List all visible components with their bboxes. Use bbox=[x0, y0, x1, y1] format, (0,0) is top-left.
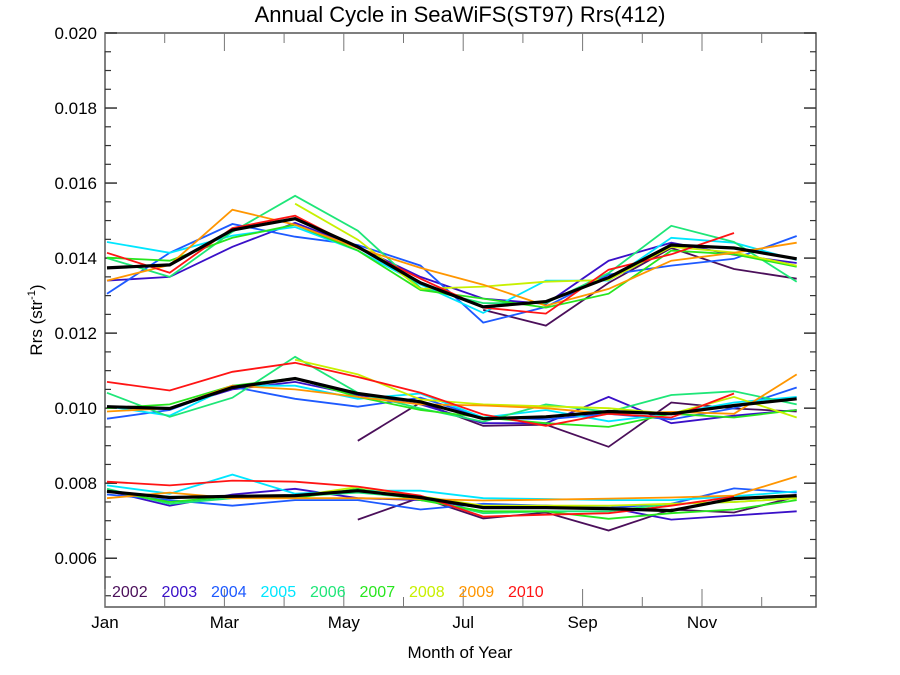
y-tick-label: 0.006 bbox=[54, 549, 97, 568]
series-line-middle-2010 bbox=[106, 361, 735, 427]
y-tick-label: 0.014 bbox=[54, 249, 97, 268]
y-axis-label: Rrs (str-1) bbox=[26, 284, 46, 355]
x-tick-label: Jan bbox=[91, 613, 118, 632]
series-group-upper bbox=[106, 194, 798, 327]
y-axis-label-superscript: -1 bbox=[26, 290, 38, 300]
series-line-lower-2005 bbox=[106, 473, 797, 501]
y-tick-label: 0.008 bbox=[54, 474, 97, 493]
x-tick-label: Sep bbox=[567, 613, 597, 632]
series-line-middle-mean bbox=[106, 376, 797, 421]
y-axis-label-close: ) bbox=[27, 284, 46, 290]
legend-item-2004: 2004 bbox=[211, 584, 247, 601]
plot-frame bbox=[104, 32, 817, 608]
series-layer bbox=[106, 194, 798, 532]
y-axis-label-main: Rrs (str bbox=[27, 300, 46, 356]
x-tick-label: May bbox=[328, 613, 361, 632]
legend-item-2006: 2006 bbox=[310, 584, 346, 601]
series-group-lower bbox=[106, 473, 797, 532]
legend-item-2008: 2008 bbox=[409, 584, 445, 601]
series-line-upper-2002 bbox=[482, 247, 797, 327]
legend: 2002 2003 2004 2005 2006 2007 2008 2009 2010 bbox=[112, 584, 544, 601]
y-tick-label: 0.018 bbox=[54, 99, 97, 118]
series-line-upper-2008 bbox=[294, 202, 797, 290]
legend-item-2002: 2002 bbox=[112, 584, 148, 601]
y-tick-label: 0.010 bbox=[54, 399, 97, 418]
x-tick-label: Jul bbox=[452, 613, 474, 632]
legend-item-2009: 2009 bbox=[459, 584, 495, 601]
x-tick-label: Mar bbox=[210, 613, 240, 632]
series-line-upper-2005 bbox=[106, 226, 797, 314]
axes: 0.006 0.008 0.010 0.012 0.014 0.016 0.018 0.020… bbox=[54, 24, 817, 632]
y-tick-label: 0.020 bbox=[54, 24, 97, 43]
series-line-lower-mean bbox=[106, 489, 797, 513]
x-axis-label: Month of Year bbox=[408, 643, 513, 662]
y-tick-label: 0.016 bbox=[54, 174, 97, 193]
legend-item-2003: 2003 bbox=[162, 584, 198, 601]
y-tick-label: 0.012 bbox=[54, 324, 97, 343]
legend-item-2010: 2010 bbox=[508, 584, 544, 601]
series-line-middle-2006 bbox=[106, 355, 797, 423]
series-group-middle bbox=[106, 355, 798, 448]
series-line-upper-mean bbox=[106, 217, 797, 309]
legend-item-2005: 2005 bbox=[261, 584, 297, 601]
legend-item-2007: 2007 bbox=[360, 584, 396, 601]
chart-title: Annual Cycle in SeaWiFS(ST97) Rrs(412) bbox=[255, 2, 666, 27]
series-line-upper-2009 bbox=[106, 208, 797, 307]
x-tick-label: Nov bbox=[687, 613, 718, 632]
